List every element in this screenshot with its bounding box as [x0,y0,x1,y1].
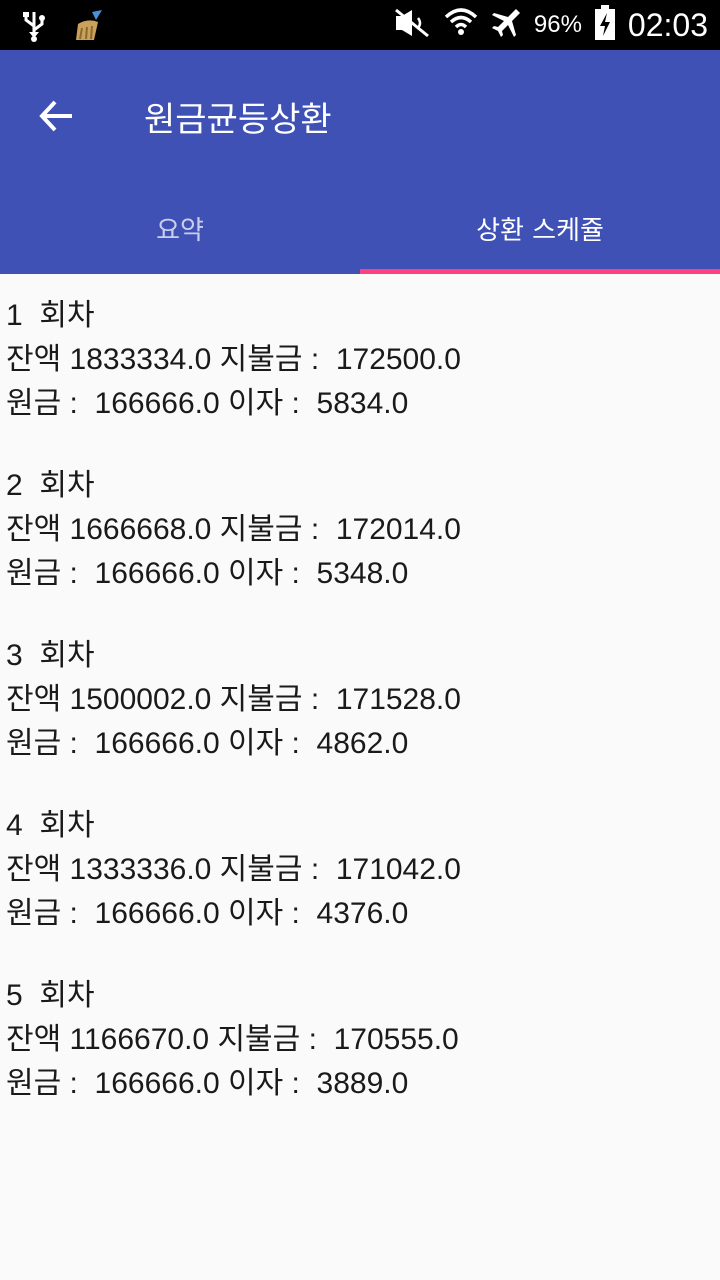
arrow-left-icon [38,98,74,138]
airplane-icon [490,7,522,43]
list-item: 5 회차 잔액 1166670.0 지불금 : 170555.0 원금 : 16… [0,974,720,1106]
app-bar: 원금균등상환 요약 상환 스케쥴 [0,50,720,274]
tab-summary-label: 요약 [156,215,204,246]
status-right-icons: 96% 02:03 [394,4,708,46]
principal-interest-line: 원금 : 166666.0 이자 : 4376.0 [6,897,409,930]
mute-icon [394,8,432,42]
schedule-list: 1 회차 잔액 1833334.0 지불금 : 172500.0 원금 : 16… [0,274,720,1280]
battery-percent: 96% [533,11,582,38]
balance-payment-line: 잔액 1833334.0 지불금 : 172500.0 [6,343,461,376]
list-item: 3 회차 잔액 1500002.0 지불금 : 171528.0 원금 : 16… [0,634,720,766]
back-button[interactable] [28,90,84,146]
balance-payment-line: 잔액 1333336.0 지불금 : 171042.0 [6,853,461,886]
tab-repayment-schedule[interactable]: 상환 스케쥴 [360,182,720,274]
round-label: 2 회차 [6,469,95,502]
round-label: 5 회차 [6,979,95,1012]
list-item: 2 회차 잔액 1666668.0 지불금 : 172014.0 원금 : 16… [0,464,720,596]
principal-interest-line: 원금 : 166666.0 이자 : 5834.0 [6,387,409,420]
list-item: 4 회차 잔액 1333336.0 지불금 : 171042.0 원금 : 16… [0,804,720,936]
tab-repayment-schedule-label: 상환 스케쥴 [476,215,604,246]
cleaner-broom-icon [72,8,106,46]
balance-payment-line: 잔액 1666668.0 지불금 : 172014.0 [6,513,461,546]
tab-bar: 요약 상환 스케쥴 [0,182,720,274]
principal-interest-line: 원금 : 166666.0 이자 : 3889.0 [6,1067,409,1100]
list-item: 1 회차 잔액 1833334.0 지불금 : 172500.0 원금 : 16… [0,294,720,426]
principal-interest-line: 원금 : 166666.0 이자 : 5348.0 [6,557,409,590]
tab-summary[interactable]: 요약 [0,182,360,274]
usb-icon [20,8,48,46]
round-label: 3 회차 [6,639,95,672]
page-title: 원금균등상환 [144,100,332,140]
balance-payment-line: 잔액 1500002.0 지불금 : 171528.0 [6,683,461,716]
status-left-icons [20,8,106,46]
status-bar: 96% 02:03 [0,0,720,50]
tab-indicator [360,269,720,274]
battery-charging-icon [594,5,616,45]
round-label: 4 회차 [6,809,95,842]
status-time: 02:03 [627,6,708,43]
balance-payment-line: 잔액 1166670.0 지불금 : 170555.0 [6,1023,459,1056]
wifi-icon [444,7,478,43]
round-label: 1 회차 [6,299,95,332]
principal-interest-line: 원금 : 166666.0 이자 : 4862.0 [6,727,409,760]
